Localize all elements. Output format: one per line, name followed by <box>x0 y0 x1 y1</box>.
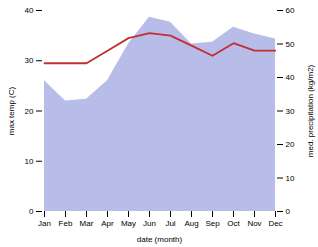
svg-text:20: 20 <box>286 140 295 149</box>
svg-text:10: 10 <box>286 174 295 183</box>
svg-text:20: 20 <box>25 107 34 116</box>
svg-text:May: May <box>121 219 136 228</box>
svg-text:40: 40 <box>286 73 295 82</box>
svg-text:date (month): date (month) <box>137 235 183 244</box>
svg-text:Dec: Dec <box>268 219 282 228</box>
svg-text:30: 30 <box>286 107 295 116</box>
svg-text:Apr: Apr <box>101 219 114 228</box>
svg-text:Mar: Mar <box>80 219 94 228</box>
svg-text:Oct: Oct <box>227 219 240 228</box>
svg-text:Sep: Sep <box>205 219 220 228</box>
svg-text:0: 0 <box>29 207 34 216</box>
svg-text:60: 60 <box>286 6 295 15</box>
svg-text:0: 0 <box>286 207 291 216</box>
svg-text:50: 50 <box>286 40 295 49</box>
svg-text:10: 10 <box>25 157 34 166</box>
svg-text:Aug: Aug <box>184 219 198 228</box>
svg-text:30: 30 <box>25 56 34 65</box>
svg-text:Jul: Jul <box>165 219 175 228</box>
svg-text:Jan: Jan <box>38 219 51 228</box>
svg-text:Feb: Feb <box>59 219 73 228</box>
svg-text:med. precipitation (kg/m2): med. precipitation (kg/m2) <box>306 64 315 157</box>
svg-text:Nov: Nov <box>247 219 261 228</box>
svg-text:Jun: Jun <box>143 219 156 228</box>
svg-text:max temp (C): max temp (C) <box>7 86 16 135</box>
svg-text:40: 40 <box>25 6 34 15</box>
